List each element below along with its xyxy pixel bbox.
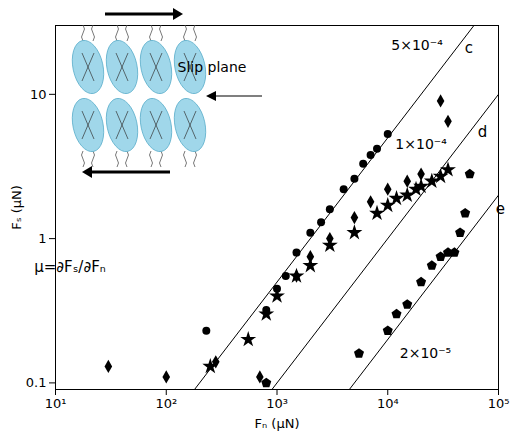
- svg-text:10⁵: 10⁵: [488, 396, 510, 411]
- svg-text:10²: 10²: [155, 396, 177, 411]
- svg-text:5×10⁻⁴: 5×10⁻⁴: [391, 37, 443, 53]
- svg-text:10⁴: 10⁴: [377, 396, 399, 411]
- svg-text:c: c: [465, 39, 473, 57]
- svg-text:0.1: 0.1: [26, 375, 47, 390]
- svg-text:d: d: [478, 123, 488, 141]
- svg-text:2×10⁻⁵: 2×10⁻⁵: [400, 345, 451, 361]
- svg-text:1: 1: [38, 231, 46, 246]
- svg-text:Fₙ (μN): Fₙ (μN): [255, 416, 300, 431]
- svg-text:μ=∂Fₛ/∂Fₙ: μ=∂Fₛ/∂Fₙ: [34, 258, 106, 276]
- svg-text:10³: 10³: [266, 396, 288, 411]
- svg-text:Fₛ (μN): Fₛ (μN): [9, 185, 24, 230]
- svg-text:1×10⁻⁴: 1×10⁻⁴: [395, 136, 447, 152]
- svg-text:10: 10: [30, 86, 47, 101]
- svg-text:Slip plane: Slip plane: [178, 59, 247, 75]
- svg-text:e: e: [496, 200, 505, 218]
- svg-text:10¹: 10¹: [45, 396, 67, 411]
